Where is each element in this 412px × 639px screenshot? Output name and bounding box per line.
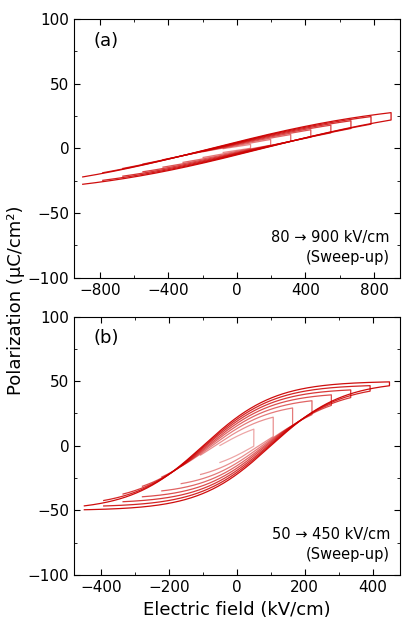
Text: 50 → 450 kV/cm
(Sweep-up): 50 → 450 kV/cm (Sweep-up) [272, 527, 390, 562]
Text: 80 → 900 kV/cm
(Sweep-up): 80 → 900 kV/cm (Sweep-up) [272, 230, 390, 265]
X-axis label: Electric field (kV/cm): Electric field (kV/cm) [143, 601, 331, 619]
Text: (b): (b) [94, 330, 119, 348]
Text: Polarization (μC/cm²): Polarization (μC/cm²) [7, 206, 26, 395]
Text: (a): (a) [94, 32, 119, 50]
